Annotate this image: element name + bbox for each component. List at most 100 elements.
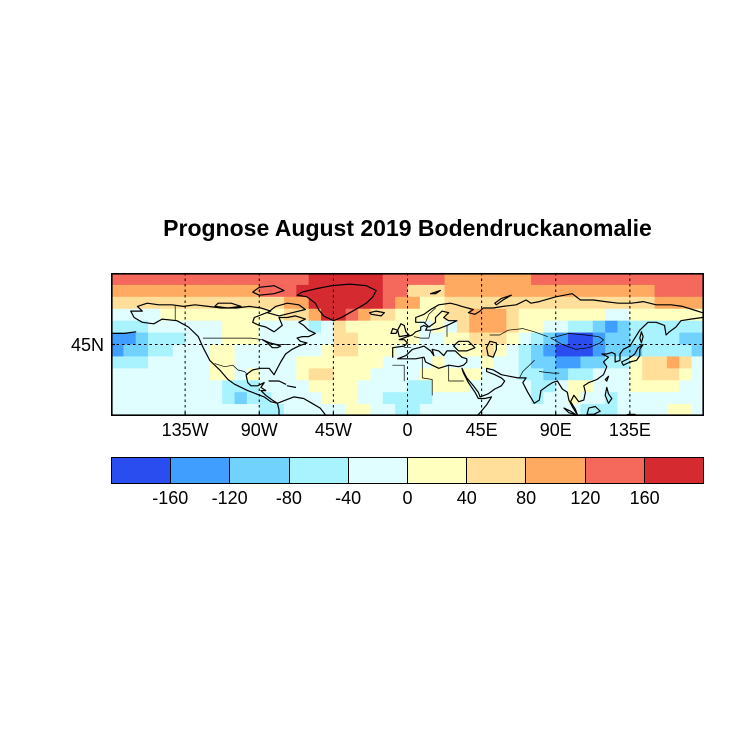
anomaly-cell <box>617 320 631 334</box>
anomaly-cell <box>493 404 507 416</box>
anomaly-cell <box>345 308 359 322</box>
anomaly-cell <box>444 284 458 298</box>
anomaly-cell <box>592 273 606 286</box>
anomaly-cell <box>148 356 161 369</box>
anomaly-cell <box>308 392 322 405</box>
anomaly-cell <box>123 296 137 310</box>
anomaly-cell <box>395 296 408 310</box>
anomaly-cell <box>642 356 656 369</box>
anomaly-cell <box>580 368 594 381</box>
colorbar-tick-label: -80 <box>275 488 302 508</box>
anomaly-cell <box>234 368 248 381</box>
anomaly-cell <box>407 284 421 298</box>
anomaly-cell <box>333 308 347 322</box>
anomaly-cell <box>358 344 371 357</box>
anomaly-cell <box>666 284 680 298</box>
anomaly-cell <box>148 273 161 286</box>
coastlines-path <box>604 386 613 404</box>
anomaly-cell <box>654 320 668 334</box>
anomaly-cell <box>160 392 174 405</box>
anomaly-cell <box>679 308 693 322</box>
anomaly-cell <box>271 273 285 286</box>
anomaly-cell <box>345 380 359 393</box>
anomaly-cell <box>382 380 396 393</box>
anomaly-cell <box>444 320 458 334</box>
anomaly-cell <box>543 392 557 405</box>
anomaly-cell <box>691 380 704 393</box>
anomaly-cell <box>135 332 149 345</box>
anomaly-cell <box>679 356 693 369</box>
anomaly-cell <box>592 284 606 298</box>
anomaly-cell <box>271 368 285 381</box>
anomaly-cell <box>419 273 433 286</box>
anomaly-cell <box>456 332 470 345</box>
anomaly-cell <box>444 308 458 322</box>
anomaly-cell <box>531 332 544 345</box>
country-borders-path <box>550 337 604 350</box>
country-borders-path <box>519 360 535 379</box>
anomaly-cell <box>160 380 174 393</box>
anomaly-cell <box>222 356 236 369</box>
anomaly-cell <box>111 284 124 298</box>
anomaly-cell <box>321 332 334 345</box>
anomaly-cell <box>432 380 446 393</box>
anomaly-cell <box>691 392 704 405</box>
coastlines-path <box>486 340 497 358</box>
anomaly-cell <box>259 296 273 310</box>
anomaly-cell <box>172 332 186 345</box>
anomaly-cell <box>506 368 520 381</box>
anomaly-cell <box>629 380 643 393</box>
anomaly-cell <box>642 392 656 405</box>
anomaly-cell <box>234 356 248 369</box>
anomaly-cell <box>395 368 408 381</box>
anomaly-cell <box>234 308 248 322</box>
anomaly-cell <box>481 273 495 286</box>
anomaly-cell <box>605 284 619 298</box>
anomaly-cell <box>605 273 619 286</box>
anomaly-cell <box>506 380 520 393</box>
anomaly-cell <box>629 356 643 369</box>
anomaly-cell <box>642 284 656 298</box>
anomaly-cell <box>333 296 347 310</box>
colorbar-tick-label: 0 <box>402 488 413 508</box>
anomaly-cell <box>469 368 483 381</box>
anomaly-cell <box>123 320 137 334</box>
anomaly-cell <box>345 296 359 310</box>
anomaly-cell <box>531 308 544 322</box>
anomaly-cell <box>197 356 211 369</box>
anomaly-cell <box>531 368 544 381</box>
anomaly-cell <box>654 404 668 416</box>
coastlines-path <box>621 343 644 366</box>
anomaly-cell <box>617 332 631 345</box>
anomaly-cell <box>197 392 211 405</box>
anomaly-cell <box>469 273 483 286</box>
anomaly-cell <box>197 296 211 310</box>
anomaly-cell <box>160 320 174 334</box>
anomaly-cell <box>444 273 458 286</box>
anomaly-cell <box>407 356 421 369</box>
anomaly-cell <box>382 273 396 286</box>
anomaly-cell <box>197 284 211 298</box>
anomaly-cell <box>580 356 594 369</box>
anomaly-cell <box>506 284 520 298</box>
anomaly-cell <box>172 368 186 381</box>
anomaly-cell <box>358 273 371 286</box>
colorbar-segment <box>643 458 704 483</box>
anomaly-cell <box>333 404 347 416</box>
anomaly-cell <box>308 273 322 286</box>
country-borders-path <box>250 337 291 345</box>
anomaly-cell <box>617 273 631 286</box>
anomaly-cell <box>568 380 581 393</box>
anomaly-cell <box>555 404 569 416</box>
anomaly-cell <box>407 296 421 310</box>
anomaly-cell <box>185 368 198 381</box>
anomaly-cell <box>444 356 458 369</box>
anomaly-cell <box>407 404 421 416</box>
anomaly-cell <box>654 273 668 286</box>
anomaly-cell <box>185 273 198 286</box>
anomaly-cell <box>333 332 347 345</box>
anomaly-cell <box>296 332 310 345</box>
anomaly-cell <box>308 284 322 298</box>
anomaly-cell <box>283 284 297 298</box>
